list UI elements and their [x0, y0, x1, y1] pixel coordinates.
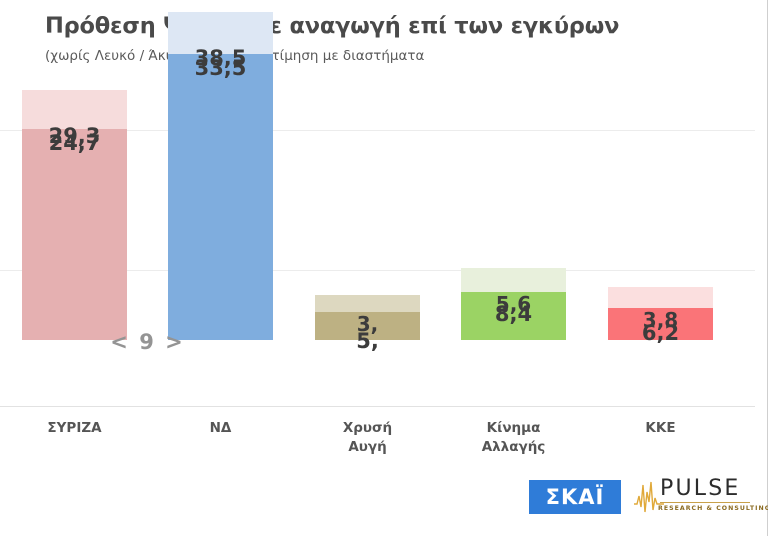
pulse-divider: [660, 501, 750, 503]
pulse-logo: PULSE RESEARCH & CONSULTING: [634, 476, 768, 518]
bar-value-label-upper: 38,5: [194, 45, 247, 70]
bar-value-label-lower: 24,7: [48, 131, 101, 156]
category-label: ΣΥΡΙΖΑ: [22, 419, 127, 438]
bar-stack[interactable]: 3,: [315, 294, 420, 340]
bar-value-label-upper: 5,: [356, 328, 379, 353]
bar-segment-upper: [461, 268, 566, 293]
bar-value-label-lower: 33,5: [194, 56, 247, 81]
bar-segment-lower: 3,: [315, 311, 420, 340]
page-title: Πρόθεση Ψήφου με αναγωγή επί των εγκύρων: [45, 13, 620, 39]
category-label: ΚΚΕ: [608, 419, 713, 438]
bar-stack[interactable]: 24,7: [22, 90, 127, 340]
bar-value-label-upper: 8,4: [494, 302, 533, 327]
bar-value-label-lower: 3,8: [642, 307, 679, 332]
axis-baseline: [0, 406, 755, 407]
bar-segment-lower: 5,6: [461, 292, 566, 340]
bar-segment-lower: 3,8: [608, 307, 713, 340]
bar-segment-lower: 33,5: [168, 54, 273, 340]
category-label: Κίνημα Αλλαγής: [461, 419, 566, 457]
category-label-line: Αυγή: [348, 439, 387, 456]
bar-segment-lower: 24,7: [22, 129, 127, 340]
bar-segment-upper: [168, 11, 273, 55]
pulse-tagline: RESEARCH & CONSULTING: [658, 505, 768, 512]
bar-segment-upper: [608, 287, 713, 308]
bar-stack[interactable]: 33,5: [168, 11, 273, 340]
pulse-wordmark: PULSE: [660, 476, 741, 501]
category-label-line: ΚΚΕ: [645, 420, 676, 436]
bar-value-label-upper: 6,2: [641, 321, 680, 346]
bar-chart-plot: 24,7 29,3 ΣΥΡΙΖΑ 33,5 38,5 ΝΔ 3, 5, Χρυσή Αυγή 5,6…: [22, 11, 713, 457]
category-label: ΝΔ: [168, 419, 273, 438]
gap-annotation: < 9 >: [110, 330, 185, 354]
bar-segment-upper: [22, 90, 127, 130]
bar-stack[interactable]: 3,8: [608, 287, 713, 340]
bar-value-label-lower: 3,: [356, 311, 379, 336]
gridline-middle: [0, 270, 755, 271]
category-label-line: Κίνημα: [486, 420, 541, 436]
bar-segment-upper: [315, 294, 420, 312]
bar-value-label-lower: 5,6: [495, 292, 532, 317]
skai-logo: ΣΚΑΪ: [529, 480, 621, 514]
category-label-line: ΣΥΡΙΖΑ: [47, 420, 102, 436]
category-label-line: ΝΔ: [209, 420, 232, 436]
category-label-line: Αλλαγής: [481, 439, 546, 456]
gridline-upper: [0, 130, 755, 131]
category-label: Χρυσή Αυγή: [315, 419, 420, 457]
footer-logos: ΣΚΑΪ PULSE RESEARCH & CONSULTING: [0, 472, 768, 536]
bar-value-label-upper: 29,3: [48, 124, 101, 149]
category-label-line: Χρυσή: [342, 420, 393, 436]
bar-stack[interactable]: 5,6: [461, 268, 566, 340]
pulse-waveform-icon: [634, 481, 664, 513]
